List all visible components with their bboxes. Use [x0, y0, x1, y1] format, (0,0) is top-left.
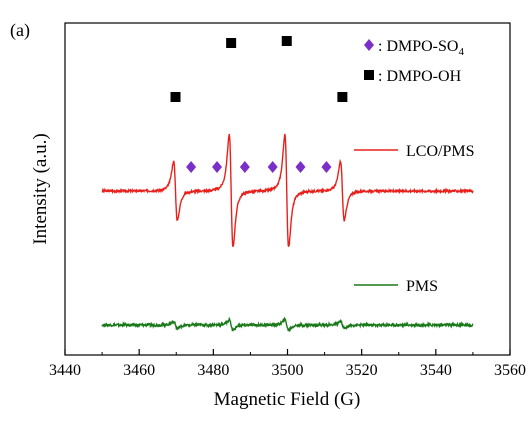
x-tick-label: 3480	[197, 362, 229, 379]
dmpo-so4-marker	[212, 161, 223, 173]
dmpo-oh-marker	[281, 36, 292, 46]
series-line-pms	[101, 316, 474, 332]
peak-markers	[170, 36, 348, 173]
series-label-lco: LCO/PMS	[406, 143, 474, 160]
dmpo-oh-marker	[170, 92, 181, 102]
legend-so4-label: : DMPO-SO4	[378, 38, 464, 58]
series-label-pms: PMS	[406, 278, 438, 295]
dmpo-so4-marker	[239, 161, 250, 173]
x-axis-label: Magnetic Field (G)	[214, 389, 361, 410]
x-tick-label: 3460	[123, 362, 155, 379]
x-tick-label: 3520	[346, 362, 378, 379]
legend-top: : DMPO-SO4 : DMPO-OH	[364, 38, 464, 85]
legend-diamond-marker	[364, 39, 374, 51]
spectra-traces	[101, 133, 474, 332]
legend-square-marker	[364, 70, 374, 80]
legend-series-pms: PMS	[354, 278, 438, 295]
series-line-lco-pms	[101, 133, 474, 248]
legend-series-lco: LCO/PMS	[354, 143, 474, 160]
dmpo-so4-marker	[267, 161, 278, 173]
x-tick-label: 3440	[49, 362, 81, 379]
legend-oh-label: : DMPO-OH	[378, 68, 462, 85]
x-tick-label: 3560	[494, 362, 526, 379]
y-axis-label: Intensity (a.u.)	[30, 133, 51, 244]
dmpo-so4-marker	[186, 161, 197, 173]
panel-label: (a)	[10, 20, 30, 41]
dmpo-oh-marker	[337, 92, 348, 102]
dmpo-so4-marker	[321, 161, 332, 173]
x-tick-label: 3500	[272, 362, 304, 379]
x-axis-ticks: 3440 3460 3480 3500 3520 3540 3560	[49, 349, 526, 379]
dmpo-oh-marker	[226, 38, 237, 48]
dmpo-so4-marker	[295, 161, 306, 173]
x-tick-label: 3540	[420, 362, 452, 379]
